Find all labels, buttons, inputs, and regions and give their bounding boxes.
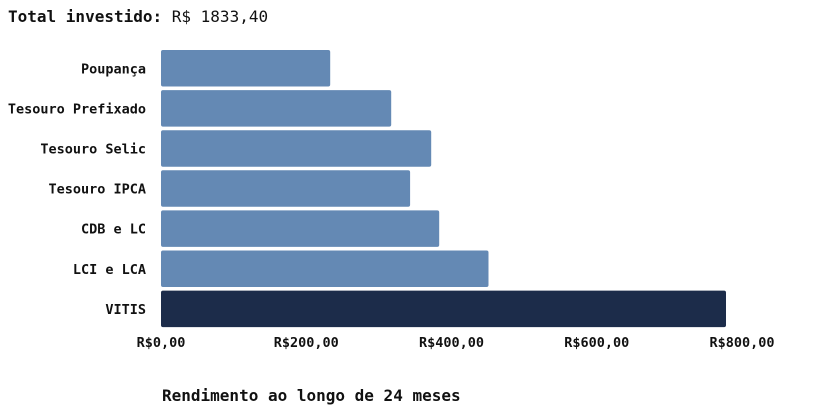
total-invested: Total investido: R$ 1833,40: [8, 7, 268, 26]
bar-vitis: [161, 290, 726, 328]
category-label-tesouro-selic: Tesouro Selic: [40, 141, 146, 157]
total-invested-value: R$ 1833,40: [171, 7, 269, 26]
category-label-lci-e-lca: LCI e LCA: [73, 262, 146, 278]
category-label-poupanca: Poupança: [81, 61, 146, 77]
total-invested-label: Total investido:: [8, 7, 163, 26]
x-tick-label: R$400,00: [419, 335, 484, 351]
category-label-cdb-e-lc: CDB e LC: [81, 222, 146, 238]
x-tick-label: R$800,00: [709, 335, 774, 351]
category-label-vitis: VITIS: [105, 302, 146, 318]
bar-tesouro-ipca: [161, 170, 411, 207]
bar-tesouro-prefixado: [161, 90, 392, 127]
category-label-tesouro-ipca: Tesouro IPCA: [48, 182, 146, 198]
bar-poupanca: [161, 50, 331, 87]
x-axis-label: Rendimento ao longo de 24 meses: [162, 386, 461, 405]
category-label-tesouro-prefixado: Tesouro Prefixado: [8, 101, 146, 117]
bar-lci-e-lca: [161, 250, 489, 287]
x-tick-label: R$200,00: [274, 335, 339, 351]
bar-cdb-e-lc: [161, 210, 440, 247]
x-tick-label: R$0,00: [137, 335, 186, 351]
bar-tesouro-selic: [161, 130, 432, 167]
x-tick-label: R$600,00: [564, 335, 629, 351]
